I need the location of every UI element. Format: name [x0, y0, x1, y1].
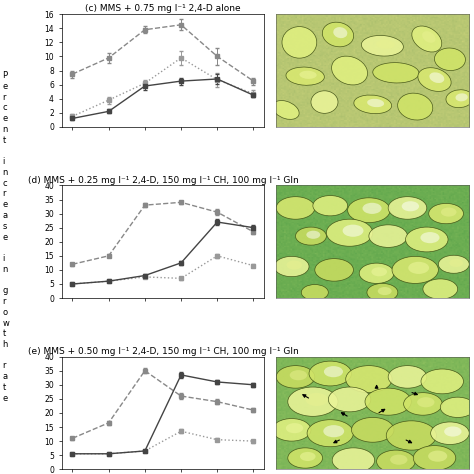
Ellipse shape — [328, 387, 371, 412]
Ellipse shape — [286, 67, 324, 85]
Ellipse shape — [367, 283, 398, 301]
Ellipse shape — [306, 231, 320, 239]
Ellipse shape — [388, 365, 427, 388]
Ellipse shape — [347, 198, 390, 223]
Ellipse shape — [333, 27, 347, 38]
Ellipse shape — [376, 40, 395, 49]
Ellipse shape — [373, 63, 419, 83]
Ellipse shape — [290, 370, 307, 380]
Ellipse shape — [392, 256, 438, 283]
Ellipse shape — [449, 259, 463, 267]
Ellipse shape — [276, 197, 315, 219]
Ellipse shape — [305, 393, 328, 406]
Ellipse shape — [322, 22, 354, 47]
Ellipse shape — [363, 203, 382, 214]
Ellipse shape — [367, 99, 384, 107]
Ellipse shape — [423, 279, 458, 299]
Ellipse shape — [282, 27, 317, 58]
Ellipse shape — [438, 255, 469, 273]
Ellipse shape — [421, 369, 464, 394]
Ellipse shape — [301, 284, 328, 301]
Ellipse shape — [441, 208, 456, 217]
Ellipse shape — [440, 397, 474, 418]
Ellipse shape — [388, 197, 427, 219]
Title: (c) MMS + 0.75 mg l⁻¹ 2,4-D alone: (c) MMS + 0.75 mg l⁻¹ 2,4-D alone — [85, 4, 241, 13]
Title: (e) MMS + 0.50 mg l⁻¹ 2,4-D, 150 mg l⁻¹ CH, 100 mg l⁻¹ Gln: (e) MMS + 0.50 mg l⁻¹ 2,4-D, 150 mg l⁻¹ … — [27, 347, 298, 356]
Ellipse shape — [323, 425, 344, 438]
Ellipse shape — [309, 361, 352, 386]
Ellipse shape — [390, 455, 408, 465]
Ellipse shape — [315, 259, 354, 281]
Ellipse shape — [398, 93, 433, 120]
Title: (d) MMS + 0.25 mg l⁻¹ 2,4-D, 150 mg l⁻¹ CH, 100 mg l⁻¹ Gln: (d) MMS + 0.25 mg l⁻¹ 2,4-D, 150 mg l⁻¹ … — [27, 176, 298, 185]
Ellipse shape — [313, 196, 347, 216]
Ellipse shape — [327, 219, 373, 246]
Ellipse shape — [429, 73, 444, 83]
Ellipse shape — [428, 451, 447, 462]
Ellipse shape — [300, 452, 316, 461]
Ellipse shape — [274, 256, 309, 277]
Ellipse shape — [359, 263, 394, 283]
Ellipse shape — [376, 450, 415, 473]
Ellipse shape — [412, 26, 442, 52]
Ellipse shape — [286, 260, 302, 270]
Ellipse shape — [408, 262, 429, 274]
Ellipse shape — [431, 422, 469, 445]
Ellipse shape — [332, 448, 374, 473]
Ellipse shape — [386, 421, 437, 450]
Ellipse shape — [361, 36, 403, 56]
Ellipse shape — [286, 423, 303, 433]
Ellipse shape — [406, 227, 448, 252]
Ellipse shape — [352, 418, 394, 442]
Ellipse shape — [378, 287, 392, 295]
Ellipse shape — [288, 448, 322, 468]
Ellipse shape — [420, 232, 439, 243]
Ellipse shape — [307, 419, 354, 447]
Ellipse shape — [300, 71, 317, 79]
Ellipse shape — [422, 31, 436, 43]
Ellipse shape — [311, 91, 338, 113]
Ellipse shape — [404, 392, 442, 415]
Ellipse shape — [446, 90, 473, 108]
Ellipse shape — [288, 387, 338, 416]
Ellipse shape — [401, 201, 419, 211]
Ellipse shape — [273, 419, 311, 441]
Ellipse shape — [324, 366, 343, 377]
Ellipse shape — [435, 48, 465, 71]
Ellipse shape — [417, 397, 435, 407]
Ellipse shape — [365, 388, 411, 415]
Ellipse shape — [354, 95, 392, 114]
Ellipse shape — [428, 203, 464, 224]
Ellipse shape — [369, 225, 408, 247]
Ellipse shape — [276, 365, 315, 388]
Ellipse shape — [372, 267, 387, 276]
Ellipse shape — [295, 227, 327, 245]
Ellipse shape — [332, 56, 367, 85]
Ellipse shape — [413, 446, 456, 470]
Ellipse shape — [418, 68, 451, 91]
Ellipse shape — [444, 427, 462, 437]
Ellipse shape — [346, 365, 392, 392]
Ellipse shape — [343, 225, 364, 237]
Ellipse shape — [273, 100, 299, 119]
Text: P
e
r
c
e
n
t
 
i
n
c
r
e
a
s
e
 
i
n
 
g
r
o
w
t
h
 
r
a
t
e: P e r c e n t i n c r e a s e i n g r o … — [2, 71, 9, 403]
Ellipse shape — [456, 93, 468, 101]
